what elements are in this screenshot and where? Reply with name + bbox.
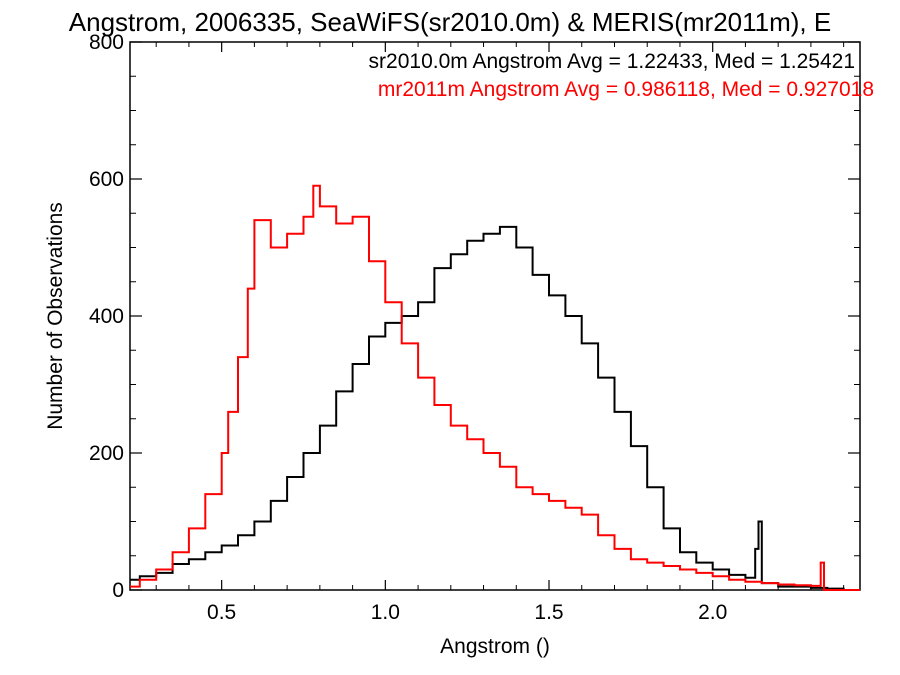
series-sr2010-line bbox=[130, 225, 860, 591]
y-tick-label: 800 bbox=[89, 31, 124, 54]
y-axis-ticks: 0 200 400 600 800 bbox=[89, 31, 860, 602]
plot-frame bbox=[129, 41, 861, 591]
series-layer bbox=[130, 184, 860, 591]
x-tick-label: 1.5 bbox=[534, 601, 563, 624]
x-tick-label: 0.5 bbox=[207, 601, 236, 624]
y-axis-label: Number of Observations bbox=[44, 202, 67, 430]
annotation-sr2010-stats: sr2010.0m Angstrom Avg = 1.22433, Med = … bbox=[369, 50, 855, 73]
x-tick-label: 1.0 bbox=[371, 601, 400, 624]
y-tick-label: 600 bbox=[89, 168, 124, 191]
series-mr2011-line bbox=[130, 184, 860, 591]
y-tick-label: 400 bbox=[89, 305, 124, 328]
x-tick-label: 2.0 bbox=[698, 601, 727, 624]
x-axis-ticks: 0.5 1.0 1.5 2.0 bbox=[155, 42, 845, 624]
y-tick-label: 0 bbox=[112, 579, 124, 602]
annotation-mr2011-stats: mr2011m Angstrom Avg = 0.986118, Med = 0… bbox=[378, 78, 874, 101]
x-axis-label: Angstrom () bbox=[440, 635, 550, 658]
y-tick-label: 200 bbox=[89, 442, 124, 465]
chart-title: Angstrom, 2006335, SeaWiFS(sr2010.0m) & … bbox=[69, 7, 831, 37]
